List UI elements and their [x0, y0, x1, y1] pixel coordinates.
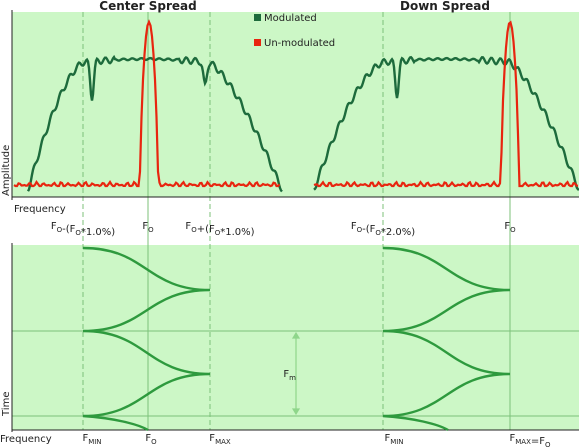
- sweep-curve: [382, 246, 511, 432]
- label: Fm: [283, 369, 296, 382]
- top-panel: [12, 12, 579, 197]
- label-part: F: [82, 433, 88, 444]
- label-sub: O: [375, 229, 381, 237]
- axis-label: Amplitude: [1, 145, 12, 196]
- label: FO: [142, 221, 154, 234]
- label-sub: m: [289, 374, 296, 382]
- label: FO: [145, 433, 157, 446]
- label-sub: O: [510, 226, 516, 234]
- label-part: F: [351, 221, 357, 232]
- label: FO: [504, 221, 516, 234]
- label-sub: MAX: [515, 438, 531, 446]
- label-part: *2.0%): [381, 227, 415, 238]
- label-part: F: [283, 369, 289, 380]
- label-part: -(F: [362, 224, 376, 235]
- curves: [13, 19, 579, 432]
- period-arrow: [291, 331, 301, 416]
- label-part: F: [51, 221, 57, 232]
- label-sub: MIN: [390, 438, 403, 446]
- label-part: *1.0%): [220, 227, 254, 238]
- label-part: F: [185, 221, 191, 232]
- title: Down Spread: [400, 0, 490, 13]
- legend-label: Modulated: [264, 13, 317, 24]
- unmodulated-curve: [313, 20, 579, 188]
- label-part: +(F: [197, 224, 215, 235]
- label-part: F: [145, 433, 151, 444]
- axes: [11, 10, 579, 432]
- label: FO+(FO*1.0%): [185, 221, 254, 238]
- label-sub: O: [191, 226, 197, 234]
- label-sub: MIN: [88, 438, 101, 446]
- label-part: F: [142, 221, 148, 232]
- label: FO-(FO*1.0%): [51, 221, 115, 238]
- label-sub: O: [148, 226, 154, 234]
- legend-label: Un-modulated: [264, 38, 335, 49]
- label-part: F: [504, 221, 510, 232]
- guides: [12, 12, 579, 430]
- label-sub: O: [57, 226, 63, 234]
- label-sub: O: [357, 226, 363, 234]
- label-sub: O: [151, 438, 157, 446]
- label-part: F: [509, 433, 515, 444]
- label-part: =F: [531, 436, 545, 447]
- label-sub: MAX: [215, 438, 231, 446]
- label-part: F: [209, 433, 215, 444]
- axis-label: Frequency: [0, 434, 52, 445]
- unmodulated-curve: [13, 19, 281, 188]
- label: FMAX: [209, 433, 231, 446]
- label-sub: O: [545, 441, 551, 447]
- title: Center Spread: [99, 0, 196, 13]
- label: FO-(FO*2.0%): [351, 221, 415, 238]
- label: FMIN: [82, 433, 101, 446]
- label-sub: O: [215, 229, 221, 237]
- legend-swatch: [254, 14, 261, 21]
- modulated-curve: [26, 54, 283, 193]
- label: FMAX=FO: [509, 433, 551, 447]
- label-part: *1.0%): [81, 227, 115, 238]
- label: FMIN: [384, 433, 403, 446]
- label-part: -(F: [62, 224, 76, 235]
- axis-label: Time: [1, 392, 12, 417]
- modulated-curve: [313, 55, 579, 191]
- axis-label: Frequency: [14, 204, 66, 215]
- label-sub: O: [75, 229, 81, 237]
- sweep-curve: [82, 246, 211, 432]
- legend-swatch: [254, 39, 261, 46]
- label-part: F: [384, 433, 390, 444]
